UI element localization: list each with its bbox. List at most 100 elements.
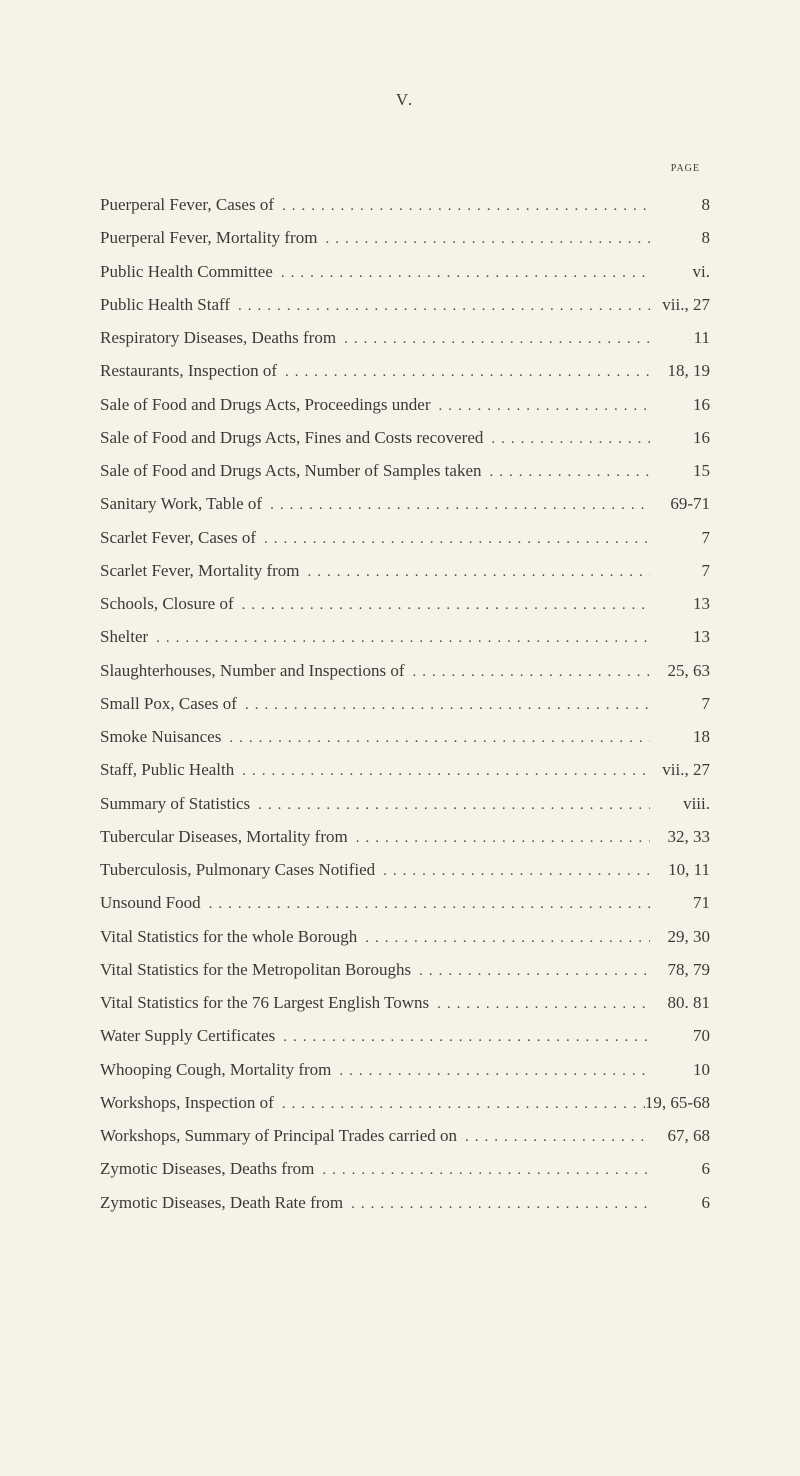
leader-dots: ........................................… bbox=[429, 990, 650, 1019]
index-row: Shelter.................................… bbox=[100, 620, 710, 653]
entry-title: Vital Statistics for the 76 Largest Engl… bbox=[100, 986, 429, 1019]
index-row: Restaurants, Inspection of..............… bbox=[100, 354, 710, 387]
entry-page: 13 bbox=[650, 587, 710, 620]
entry-page: 13 bbox=[650, 620, 710, 653]
leader-dots: ........................................… bbox=[256, 525, 650, 554]
leader-dots: ........................................… bbox=[234, 757, 650, 786]
index-row: Small Pox, Cases of.....................… bbox=[100, 687, 710, 720]
entry-title: Scarlet Fever, Cases of bbox=[100, 521, 256, 554]
entry-page: vi. bbox=[650, 255, 710, 288]
entry-page: 15 bbox=[650, 454, 710, 487]
entry-title: Tuberculosis, Pulmonary Cases Notified bbox=[100, 853, 375, 886]
entry-page: 6 bbox=[650, 1152, 710, 1185]
index-row: Public Health Staff.....................… bbox=[100, 288, 710, 321]
entry-title: Sale of Food and Drugs Acts, Number of S… bbox=[100, 454, 482, 487]
entry-page: 8 bbox=[650, 221, 710, 254]
index-row: Puerperal Fever, Cases of...............… bbox=[100, 188, 710, 221]
leader-dots: ........................................… bbox=[411, 957, 650, 986]
index-row: Public Health Committee.................… bbox=[100, 255, 710, 288]
leader-dots: ........................................… bbox=[274, 1090, 645, 1119]
leader-dots: ........................................… bbox=[348, 824, 650, 853]
leader-dots: ........................................… bbox=[262, 491, 650, 520]
entry-title: Restaurants, Inspection of bbox=[100, 354, 277, 387]
entry-title: Summary of Statistics bbox=[100, 787, 250, 820]
entry-page: 7 bbox=[650, 521, 710, 554]
index-row: Vital Statistics for the Metropolitan Bo… bbox=[100, 953, 710, 986]
index-row: Tubercular Diseases, Mortality from.....… bbox=[100, 820, 710, 853]
index-row: Zymotic Diseases, Death Rate from.......… bbox=[100, 1186, 710, 1219]
entry-page: vii., 27 bbox=[650, 288, 710, 321]
page-header: page bbox=[100, 160, 710, 176]
entry-page: 18, 19 bbox=[650, 354, 710, 387]
entry-title: Puerperal Fever, Cases of bbox=[100, 188, 274, 221]
leader-dots: ........................................… bbox=[274, 192, 650, 221]
index-row: Water Supply Certificates...............… bbox=[100, 1019, 710, 1052]
entry-title: Workshops, Summary of Principal Trades c… bbox=[100, 1119, 457, 1152]
leader-dots: ........................................… bbox=[273, 259, 650, 288]
index-list: Puerperal Fever, Cases of...............… bbox=[100, 188, 710, 1219]
leader-dots: ........................................… bbox=[275, 1023, 650, 1052]
entry-page: 78, 79 bbox=[650, 953, 710, 986]
index-row: Staff, Public Health....................… bbox=[100, 753, 710, 786]
entry-title: Puerperal Fever, Mortality from bbox=[100, 221, 317, 254]
entry-page: 10 bbox=[650, 1053, 710, 1086]
entry-page: 67, 68 bbox=[650, 1119, 710, 1152]
entry-page: 16 bbox=[650, 388, 710, 421]
entry-title: Vital Statistics for the Metropolitan Bo… bbox=[100, 953, 411, 986]
entry-title: Public Health Staff bbox=[100, 288, 230, 321]
leader-dots: ........................................… bbox=[431, 392, 650, 421]
leader-dots: ........................................… bbox=[250, 791, 650, 820]
entry-page: 69-71 bbox=[650, 487, 710, 520]
leader-dots: ........................................… bbox=[221, 724, 650, 753]
index-row: Zymotic Diseases, Deaths from...........… bbox=[100, 1152, 710, 1185]
entry-page: 19, 65-68 bbox=[645, 1086, 710, 1119]
entry-page: 29, 30 bbox=[650, 920, 710, 953]
index-row: Summary of Statistics...................… bbox=[100, 787, 710, 820]
leader-dots: ........................................… bbox=[317, 225, 650, 254]
entry-title: Whooping Cough, Mortality from bbox=[100, 1053, 331, 1086]
index-row: Tuberculosis, Pulmonary Cases Notified..… bbox=[100, 853, 710, 886]
leader-dots: ........................................… bbox=[299, 558, 650, 587]
entry-page: 25, 63 bbox=[650, 654, 710, 687]
entry-title: Zymotic Diseases, Death Rate from bbox=[100, 1186, 343, 1219]
leader-dots: ........................................… bbox=[314, 1156, 650, 1185]
index-row: Sale of Food and Drugs Acts, Proceedings… bbox=[100, 388, 710, 421]
entry-title: Workshops, Inspection of bbox=[100, 1086, 274, 1119]
index-row: Workshops, Inspection of................… bbox=[100, 1086, 710, 1119]
index-row: Schools, Closure of.....................… bbox=[100, 587, 710, 620]
entry-page: 32, 33 bbox=[650, 820, 710, 853]
entry-page: 10, 11 bbox=[650, 853, 710, 886]
entry-title: Public Health Committee bbox=[100, 255, 273, 288]
index-row: Scarlet Fever, Mortality from...........… bbox=[100, 554, 710, 587]
index-row: Puerperal Fever, Mortality from.........… bbox=[100, 221, 710, 254]
leader-dots: ........................................… bbox=[277, 358, 650, 387]
entry-page: 6 bbox=[650, 1186, 710, 1219]
entry-title: Respiratory Diseases, Deaths from bbox=[100, 321, 336, 354]
entry-title: Small Pox, Cases of bbox=[100, 687, 237, 720]
entry-title: Unsound Food bbox=[100, 886, 201, 919]
entry-title: Zymotic Diseases, Deaths from bbox=[100, 1152, 314, 1185]
index-row: Sanitary Work, Table of.................… bbox=[100, 487, 710, 520]
leader-dots: ........................................… bbox=[230, 292, 650, 321]
leader-dots: ........................................… bbox=[148, 624, 650, 653]
entry-title: Staff, Public Health bbox=[100, 753, 234, 786]
leader-dots: ........................................… bbox=[331, 1057, 650, 1086]
entry-title: Slaughterhouses, Number and Inspections … bbox=[100, 654, 405, 687]
entry-page: viii. bbox=[650, 787, 710, 820]
entry-page: 8 bbox=[650, 188, 710, 221]
entry-page: 70 bbox=[650, 1019, 710, 1052]
leader-dots: ........................................… bbox=[336, 325, 650, 354]
entry-title: Schools, Closure of bbox=[100, 587, 234, 620]
entry-title: Shelter bbox=[100, 620, 148, 653]
leader-dots: ........................................… bbox=[201, 890, 650, 919]
index-row: Respiratory Diseases, Deaths from.......… bbox=[100, 321, 710, 354]
entry-title: Sanitary Work, Table of bbox=[100, 487, 262, 520]
entry-page: 18 bbox=[650, 720, 710, 753]
entry-page: 7 bbox=[650, 687, 710, 720]
leader-dots: ........................................… bbox=[405, 658, 650, 687]
entry-page: vii., 27 bbox=[650, 753, 710, 786]
page-numeral: V. bbox=[100, 90, 710, 110]
entry-page: 71 bbox=[650, 886, 710, 919]
index-row: Vital Statistics for the 76 Largest Engl… bbox=[100, 986, 710, 1019]
entry-title: Water Supply Certificates bbox=[100, 1019, 275, 1052]
